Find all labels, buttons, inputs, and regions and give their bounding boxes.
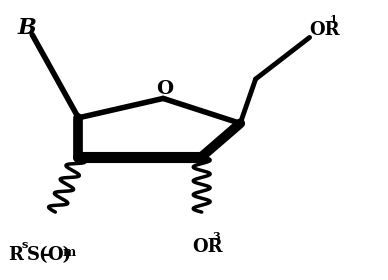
Text: B: B	[17, 17, 36, 39]
Text: S(: S(	[27, 246, 49, 264]
Text: R: R	[8, 246, 23, 264]
Text: O: O	[156, 80, 174, 98]
Text: –: –	[41, 246, 50, 264]
Text: O): O)	[47, 246, 71, 264]
Text: OR: OR	[310, 22, 340, 39]
Text: 1: 1	[330, 14, 338, 25]
Text: m: m	[62, 246, 76, 259]
Text: s: s	[22, 239, 28, 249]
Text: OR: OR	[192, 238, 223, 256]
Text: 3: 3	[213, 231, 220, 242]
